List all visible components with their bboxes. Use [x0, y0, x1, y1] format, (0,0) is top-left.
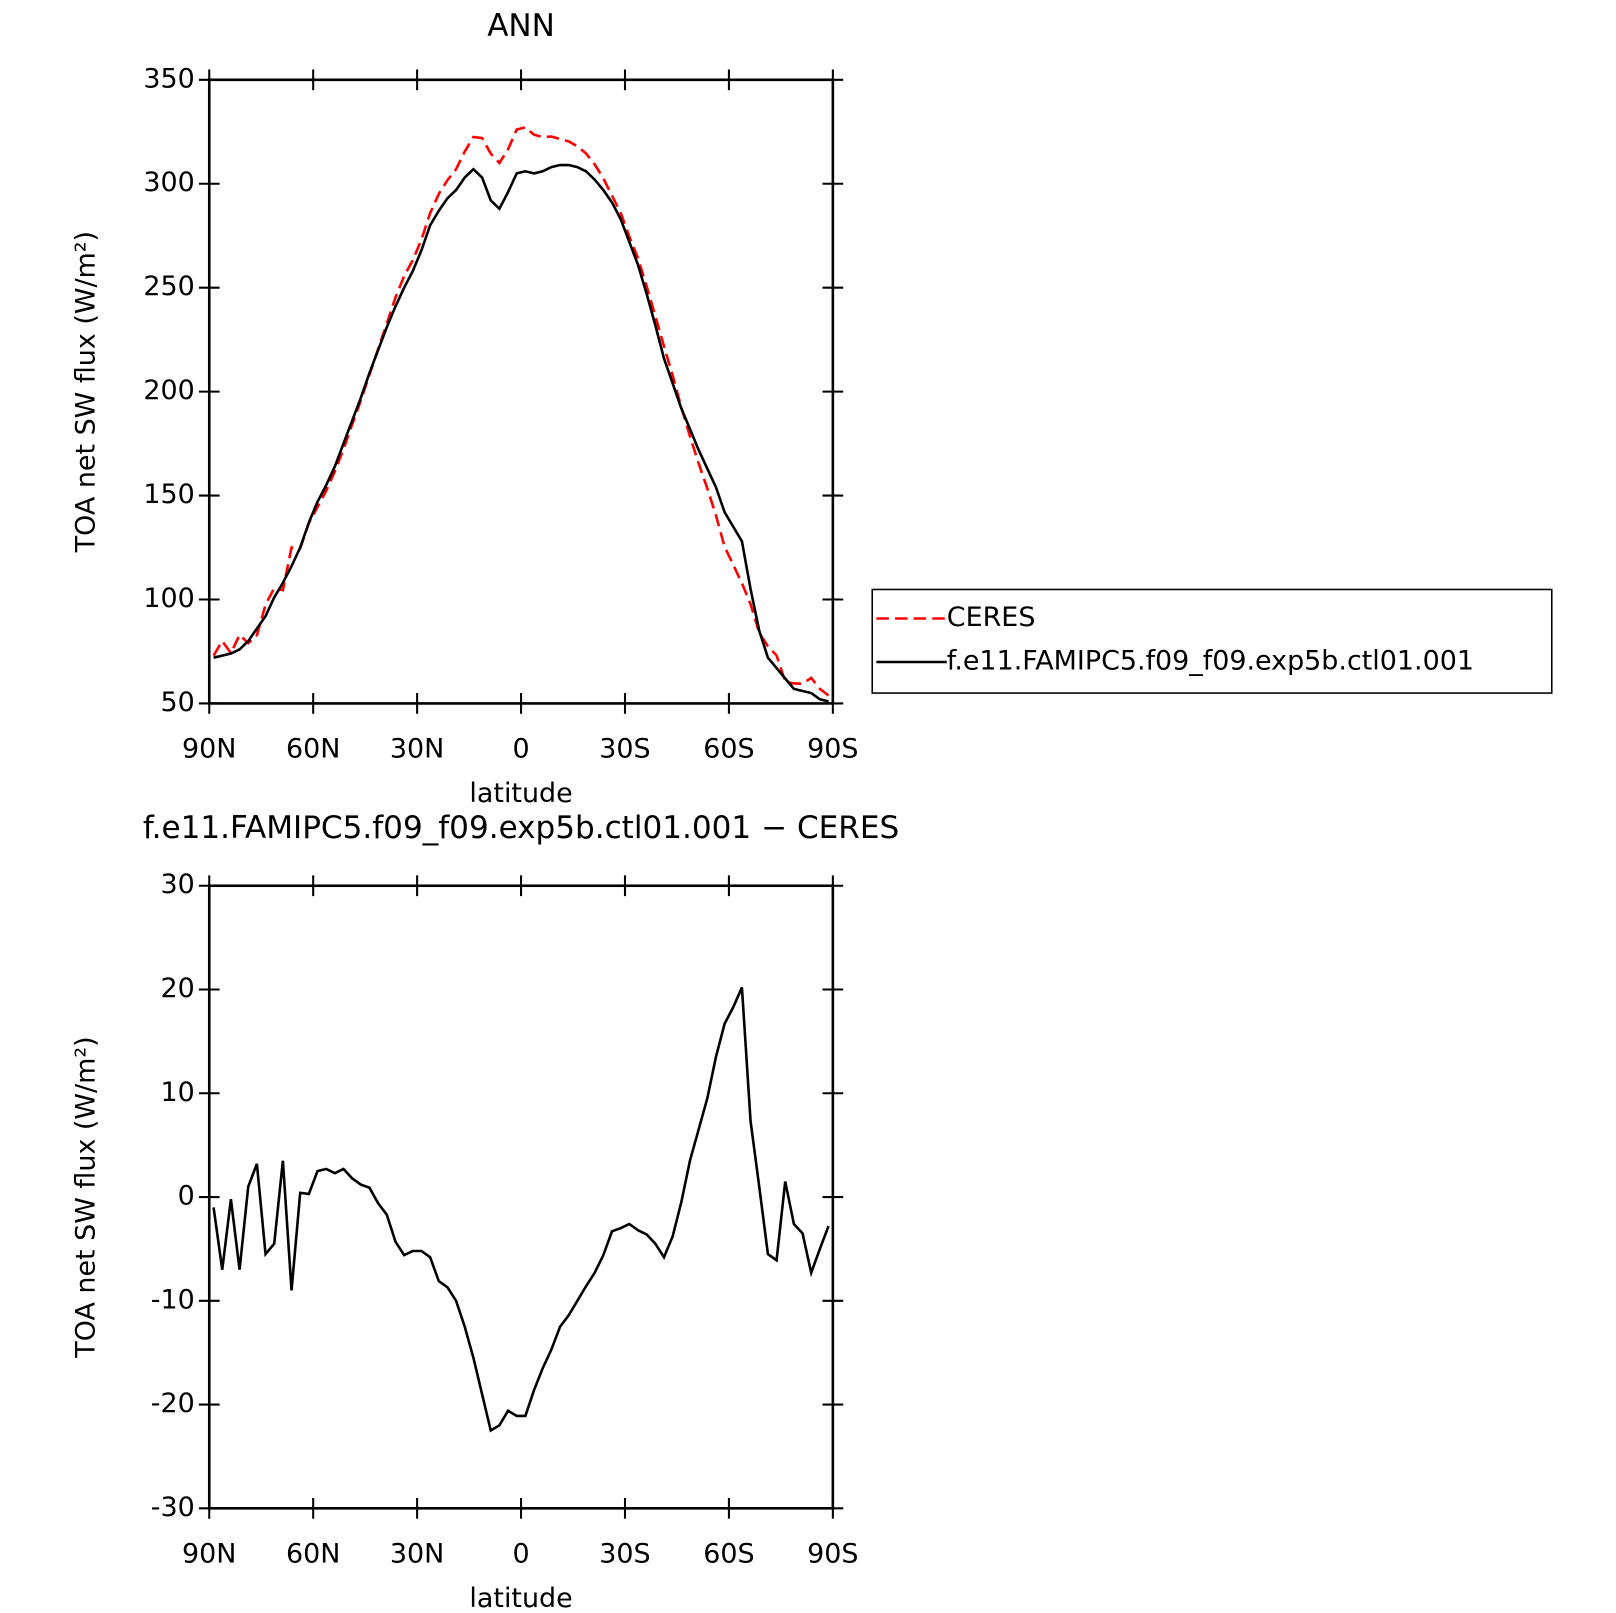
- y-tick-label: 0: [178, 1181, 195, 1212]
- y-tick-label: 250: [143, 271, 194, 302]
- x-tick-label: 60N: [286, 734, 340, 765]
- x-tick-label: 60S: [703, 734, 754, 765]
- y-tick-label: 100: [143, 583, 194, 614]
- y-tick-label: 20: [160, 973, 194, 1004]
- x-tick-label: 30N: [390, 1538, 444, 1569]
- x-tick-label: 30N: [390, 734, 444, 765]
- x-tick-label: 60S: [703, 1538, 754, 1569]
- data-line: [213, 163, 829, 703]
- x-axis-label: latitude: [469, 778, 572, 809]
- x-tick-label: 30S: [599, 734, 650, 765]
- y-tick-label: -30: [151, 1492, 195, 1523]
- y-tick-label: 200: [143, 375, 194, 406]
- y-tick-label: -20: [151, 1388, 195, 1419]
- y-tick-label: 350: [143, 63, 194, 94]
- x-tick-label: 0: [512, 1538, 529, 1569]
- x-tick-label: 30S: [599, 1538, 650, 1569]
- x-tick-label: 0: [512, 734, 529, 765]
- data-line: [212, 986, 830, 1433]
- chart-title: f.e11.FAMIPC5.f09_f09.exp5b.ctl01.001 − …: [143, 810, 899, 846]
- data-line: [212, 126, 830, 697]
- legend-label: CERES: [947, 602, 1036, 633]
- y-axis-label: TOA net SW flux (W/m²): [71, 1036, 102, 1358]
- y-tick-label: -10: [151, 1284, 195, 1315]
- y-axis-label: TOA net SW flux (W/m²): [71, 231, 102, 553]
- x-tick-label: 90N: [182, 1538, 236, 1569]
- plot-frame: [207, 884, 835, 1510]
- y-tick-label: 150: [143, 479, 194, 510]
- x-tick-label: 90S: [807, 734, 858, 765]
- plot-frame: [207, 78, 835, 705]
- x-tick-label: 60N: [286, 1538, 340, 1569]
- x-axis-label: latitude: [469, 1583, 572, 1613]
- x-tick-label: 90N: [182, 734, 236, 765]
- legend-label: f.e11.FAMIPC5.f09_f09.exp5b.ctl01.001: [947, 645, 1474, 676]
- x-tick-label: 90S: [807, 1538, 858, 1569]
- y-tick-label: 10: [160, 1077, 194, 1108]
- chart-title: ANN: [487, 8, 555, 44]
- y-tick-label: 300: [143, 167, 194, 198]
- legend-box: [871, 588, 1553, 694]
- y-tick-label: 30: [160, 869, 194, 900]
- y-tick-label: 50: [160, 687, 194, 718]
